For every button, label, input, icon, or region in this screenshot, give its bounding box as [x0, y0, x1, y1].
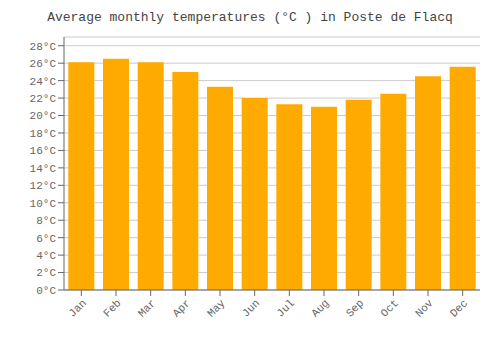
html-text:Average monthly temperatures (: Average monthly temperatures (°C ) in Po… [47, 10, 453, 25]
svg-text:6°C: 6°C [36, 233, 56, 245]
svg-text:14°C: 14°C [30, 163, 57, 175]
svg-text:Oct: Oct [378, 297, 400, 319]
svg-text:Nov: Nov [413, 297, 436, 320]
svg-text:16°C: 16°C [30, 145, 57, 157]
svg-text:22°C: 22°C [30, 93, 57, 105]
svg-text:0°C: 0°C [36, 285, 56, 297]
svg-text:Apr: Apr [170, 297, 192, 319]
svg-text:Jan: Jan [66, 297, 88, 319]
svg-text:24°C: 24°C [30, 76, 57, 88]
svg-text:18°C: 18°C [30, 128, 57, 140]
svg-text:20°C: 20°C [30, 110, 57, 122]
svg-text:Sep: Sep [344, 297, 366, 319]
svg-text:28°C: 28°C [30, 41, 57, 53]
svg-text:4°C: 4°C [36, 250, 56, 262]
svg-text:26°C: 26°C [30, 58, 57, 70]
svg-text:Jul: Jul [274, 297, 296, 319]
svg-text:10°C: 10°C [30, 198, 57, 210]
svg-text:Aug: Aug [309, 297, 331, 319]
svg-text:2°C: 2°C [36, 267, 56, 279]
svg-text:Dec: Dec [448, 297, 470, 319]
svg-text:Feb: Feb [101, 297, 123, 319]
svg-text:May: May [205, 297, 228, 320]
svg-text:Jun: Jun [240, 297, 262, 319]
svg-text:Mar: Mar [136, 297, 158, 319]
svg-text:12°C: 12°C [30, 180, 57, 192]
svg-text:8°C: 8°C [36, 215, 56, 227]
